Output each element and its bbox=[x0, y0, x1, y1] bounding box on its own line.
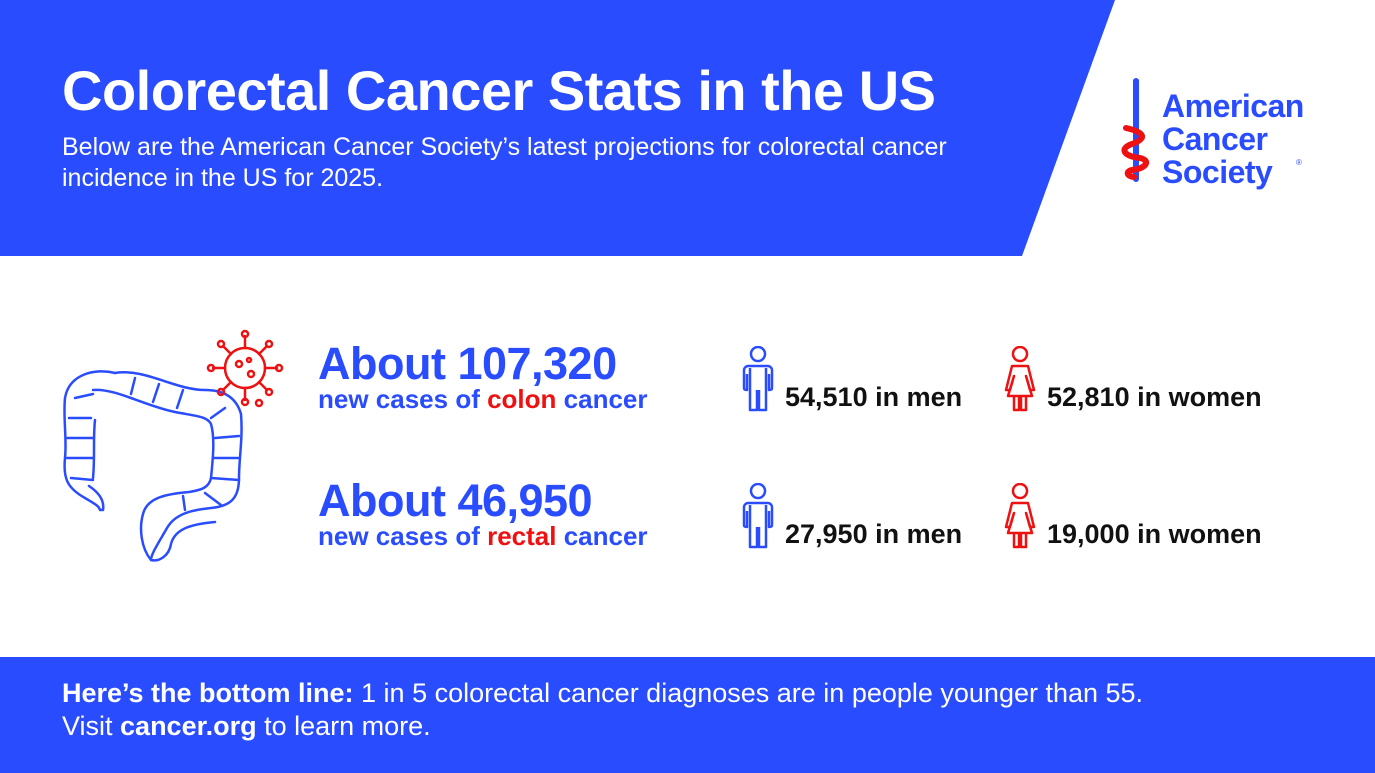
colon-case-description: new cases of colon cancer bbox=[318, 384, 648, 415]
colon-icon bbox=[63, 329, 284, 562]
cancer-org-link[interactable]: cancer.org bbox=[120, 711, 257, 741]
colon-women-count: 52,810 in women bbox=[1047, 382, 1262, 412]
footer-text: Here’s the bottom line: 1 in 5 colorecta… bbox=[62, 677, 1352, 743]
male-icon bbox=[742, 346, 774, 412]
acs-logo-text: American Cancer Society bbox=[1162, 90, 1304, 189]
sub-suffix: cancer bbox=[556, 384, 648, 414]
logo-line-society: Society bbox=[1162, 154, 1273, 190]
footer-visit: Visit bbox=[62, 711, 121, 741]
sword-snake-icon bbox=[1121, 78, 1150, 182]
logo-line-cancer: Cancer bbox=[1162, 121, 1268, 157]
stat-row-colon: About 107,320 new cases of colon cancer … bbox=[318, 338, 1318, 438]
sub-prefix: new cases of bbox=[318, 521, 488, 551]
registered-mark: ® bbox=[1296, 158, 1302, 167]
rectal-women-count: 19,000 in women bbox=[1047, 519, 1262, 549]
sub-highlight: colon bbox=[487, 384, 557, 414]
page-subtitle: Below are the American Cancer Society’s … bbox=[62, 133, 947, 192]
footer-line2: to learn more. bbox=[256, 711, 431, 741]
sub-prefix: new cases of bbox=[318, 384, 488, 414]
rectal-men-count: 27,950 in men bbox=[785, 519, 963, 549]
female-icon bbox=[1004, 346, 1036, 412]
logo-line-american: American bbox=[1162, 88, 1304, 124]
header-band bbox=[0, 0, 1115, 256]
male-icon bbox=[742, 483, 774, 549]
acs-logo: American Cancer Society ® bbox=[1118, 76, 1348, 196]
stat-row-rectal: About 46,950 new cases of rectal cancer … bbox=[318, 475, 1318, 575]
sub-highlight: rectal bbox=[487, 521, 557, 551]
footer-lead: Here’s the bottom line: bbox=[62, 678, 354, 708]
sub-suffix: cancer bbox=[556, 521, 648, 551]
colon-case-count: About 107,320 bbox=[318, 338, 617, 389]
virus-icon bbox=[206, 329, 284, 408]
female-icon bbox=[1004, 483, 1036, 549]
rectal-case-description: new cases of rectal cancer bbox=[318, 521, 648, 552]
page-title: Colorectal Cancer Stats in the US bbox=[62, 59, 936, 122]
rectal-case-count: About 46,950 bbox=[318, 475, 593, 526]
colon-men-count: 54,510 in men bbox=[785, 382, 963, 412]
footer-band: Here’s the bottom line: 1 in 5 colorecta… bbox=[0, 657, 1375, 773]
footer-line1: 1 in 5 colorectal cancer diagnoses are i… bbox=[353, 678, 1144, 708]
